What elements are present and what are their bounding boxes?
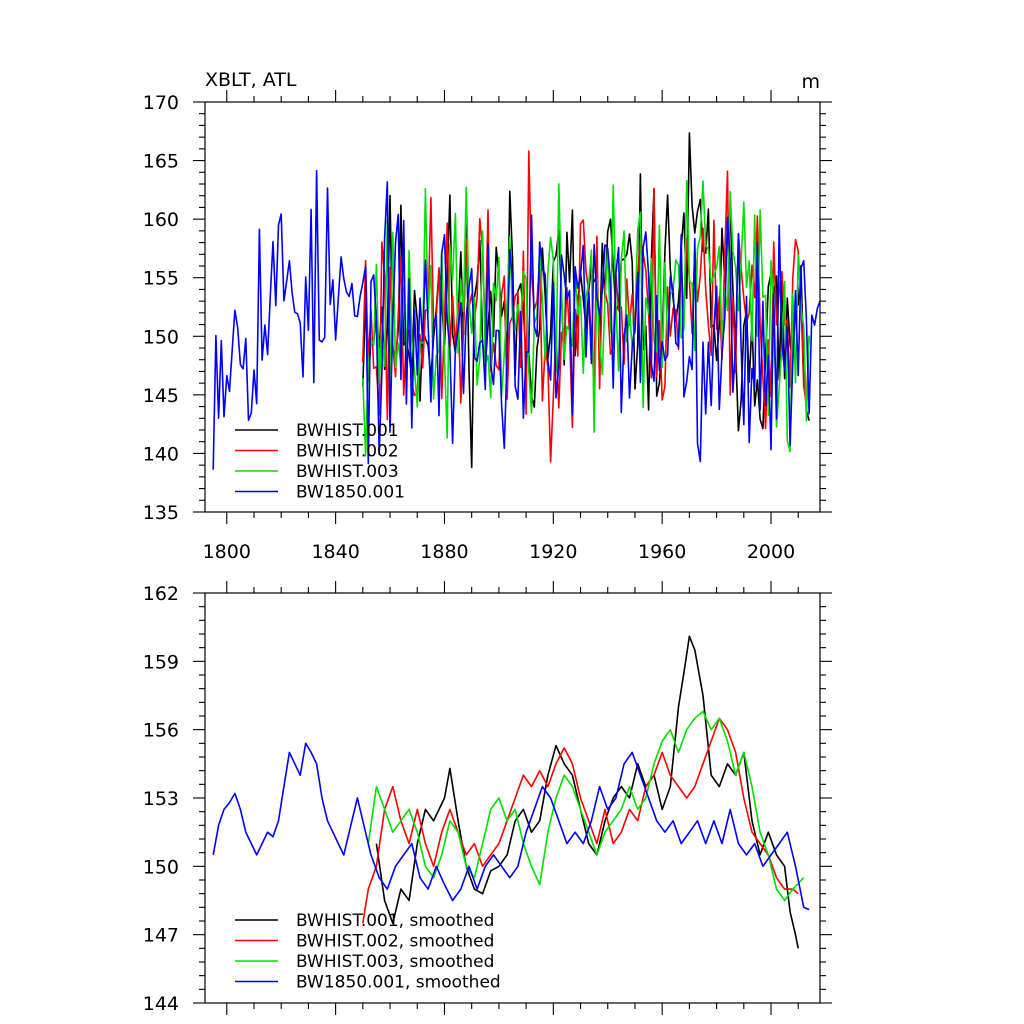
plot-frame [204, 101, 821, 513]
x-tick-label: 1880 [420, 541, 468, 563]
x-tick-label: 2000 [747, 541, 795, 563]
series-line-bwhist-002-smoothed [362, 717, 799, 924]
y-tick-label: 165 [143, 151, 179, 173]
x-tick-label: 1840 [311, 541, 359, 563]
series-line-bw1850-001 [212, 169, 820, 470]
series-line-bw1850-001-smoothed [212, 742, 810, 911]
x-tick-label: 1800 [203, 541, 251, 563]
x-tick-label: 1920 [529, 541, 577, 563]
y-tick-label: 145 [143, 385, 179, 407]
legend-entry: BWHIST.001, smoothed [296, 911, 494, 931]
legend-entry: BWHIST.003, smoothed [296, 952, 494, 972]
y-tick-label: 162 [143, 583, 179, 605]
y-tick-label: 135 [143, 502, 179, 524]
title-left: XBLT, ATL [205, 69, 297, 91]
legend-entry: BWHIST.001 [296, 421, 399, 441]
series-group [212, 635, 810, 949]
legend-entry: BWHIST.003 [296, 462, 399, 482]
legend-entry: BWHIST.002 [296, 442, 399, 462]
legend-entry: BW1850.001 [296, 483, 405, 503]
legend-entry: BWHIST.002, smoothed [296, 932, 494, 952]
y-tick-label: 159 [143, 651, 179, 673]
bottom-panel-smoothed: 144 147 150 153 156 159 162 BWHIST.001, smoothe… [143, 581, 832, 1015]
x-tick-label: 1960 [638, 541, 686, 563]
y-tick-label: 144 [143, 993, 179, 1015]
units-label: m [801, 71, 820, 93]
y-tick-label: 153 [143, 788, 179, 810]
y-tick-label: 140 [143, 443, 179, 465]
series-line-bwhist-003-smoothed [367, 710, 805, 902]
legend-entry: BW1850.001, smoothed [296, 973, 501, 993]
ticks [193, 90, 832, 524]
y-tick-label: 155 [143, 268, 179, 290]
ticks [193, 581, 832, 1015]
y-tick-label: 170 [143, 92, 179, 114]
y-tick-label: 147 [143, 925, 179, 947]
top-panel-raw: 135 140 145 150 155 160 165 170 1800 1840 1880 1920… [143, 69, 832, 563]
y-tick-label: 150 [143, 326, 179, 348]
y-tick-label: 150 [143, 856, 179, 878]
series-group [212, 132, 820, 470]
y-tick-label: 160 [143, 209, 179, 231]
y-tick-label: 156 [143, 720, 179, 742]
series-line-bwhist-001-smoothed [375, 635, 799, 949]
